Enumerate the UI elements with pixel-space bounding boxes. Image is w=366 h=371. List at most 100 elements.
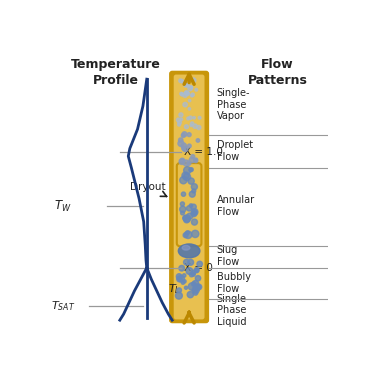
Circle shape [189,157,195,163]
Circle shape [184,217,190,223]
Circle shape [190,86,193,89]
Circle shape [184,91,189,95]
Circle shape [188,99,191,102]
Circle shape [183,93,187,98]
Circle shape [184,167,191,174]
Circle shape [191,211,197,217]
Circle shape [186,267,193,275]
Circle shape [192,189,196,193]
Circle shape [184,125,188,129]
Circle shape [186,83,190,87]
Circle shape [181,80,184,83]
Circle shape [193,116,195,119]
Circle shape [180,118,183,121]
Text: Flow
Patterns: Flow Patterns [248,58,307,88]
Circle shape [178,123,180,126]
Circle shape [178,121,182,124]
Circle shape [180,211,184,215]
Circle shape [183,160,189,166]
Circle shape [196,139,200,142]
Circle shape [184,259,189,265]
Circle shape [190,122,194,125]
Circle shape [183,215,191,222]
Circle shape [190,168,193,171]
Circle shape [195,88,198,91]
Ellipse shape [178,244,200,258]
Text: X = 0: X = 0 [184,263,213,273]
Circle shape [193,290,198,295]
Text: $T_{SAT}$: $T_{SAT}$ [51,299,75,313]
Circle shape [186,92,190,96]
Circle shape [181,143,186,148]
FancyBboxPatch shape [169,71,209,323]
Circle shape [184,231,192,239]
FancyBboxPatch shape [177,163,201,246]
Circle shape [180,206,186,213]
Text: $T_W$: $T_W$ [55,198,72,214]
Circle shape [191,155,195,158]
Circle shape [187,161,191,165]
FancyBboxPatch shape [174,75,205,319]
Circle shape [190,86,193,88]
Circle shape [183,147,188,152]
Circle shape [188,86,193,91]
Circle shape [193,210,197,214]
Text: X = 1.0: X = 1.0 [184,147,223,157]
Circle shape [188,259,194,265]
Circle shape [184,83,188,87]
Circle shape [187,133,191,137]
Circle shape [195,269,199,273]
Text: Temperature
Profile: Temperature Profile [71,58,161,88]
Text: Bubbly
Flow: Bubbly Flow [217,272,251,294]
Circle shape [197,261,202,267]
Circle shape [180,92,183,95]
Circle shape [190,273,194,277]
Circle shape [190,124,193,127]
Circle shape [183,102,187,107]
Circle shape [194,158,198,161]
Circle shape [179,79,183,83]
Circle shape [191,184,197,190]
Circle shape [184,91,188,95]
Text: Annular
Flow: Annular Flow [217,196,255,217]
Circle shape [193,124,197,128]
Circle shape [180,93,184,96]
Circle shape [183,280,186,283]
Circle shape [187,117,190,120]
Circle shape [183,82,187,86]
Circle shape [183,274,186,277]
Circle shape [197,125,201,129]
Circle shape [182,132,187,137]
Circle shape [186,206,192,211]
Circle shape [195,276,201,281]
Ellipse shape [182,246,190,250]
Circle shape [187,213,193,219]
Circle shape [191,282,196,286]
Circle shape [191,204,196,210]
Circle shape [191,209,198,216]
Circle shape [191,78,196,82]
Circle shape [179,159,184,164]
Circle shape [187,144,191,148]
Circle shape [177,276,182,282]
Circle shape [178,275,184,282]
Circle shape [182,172,189,179]
Circle shape [191,270,196,275]
Circle shape [189,191,195,197]
Circle shape [183,216,187,220]
Text: $T_L$: $T_L$ [168,282,181,296]
Circle shape [179,113,183,117]
Circle shape [188,178,194,184]
Text: Single-
Phase
Vapor: Single- Phase Vapor [217,88,250,121]
Circle shape [180,202,184,206]
Circle shape [182,147,186,150]
Circle shape [189,116,192,119]
Text: Single-
Phase
Liquid: Single- Phase Liquid [217,293,250,327]
Circle shape [179,138,183,142]
Circle shape [193,280,199,287]
Circle shape [184,286,188,289]
Circle shape [179,265,184,271]
Circle shape [181,192,186,196]
Circle shape [188,108,191,110]
Circle shape [180,158,185,163]
